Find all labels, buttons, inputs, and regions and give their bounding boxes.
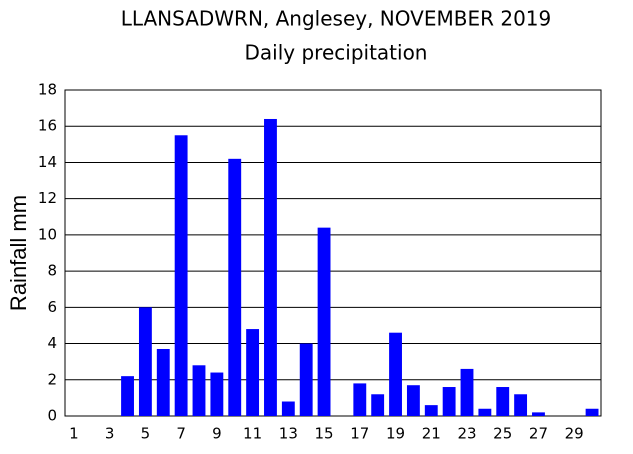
x-tick-label: 7 bbox=[176, 425, 186, 443]
x-tick-label: 21 bbox=[422, 425, 441, 443]
x-tick-label: 9 bbox=[212, 425, 222, 443]
y-tick-label: 12 bbox=[38, 189, 57, 207]
x-tick-label: 1 bbox=[69, 425, 79, 443]
bar bbox=[138, 307, 152, 416]
x-tick-label: 17 bbox=[350, 425, 369, 443]
bar bbox=[514, 394, 528, 416]
x-tick-label: 19 bbox=[386, 425, 405, 443]
x-tick-label: 23 bbox=[457, 425, 476, 443]
bar bbox=[174, 135, 188, 416]
y-tick-label: 16 bbox=[38, 117, 57, 135]
bar bbox=[264, 118, 277, 416]
bar bbox=[210, 372, 224, 416]
y-tick-label: 2 bbox=[47, 370, 57, 388]
x-tick-label: 25 bbox=[493, 425, 512, 443]
y-axis-label: Rainfall mm bbox=[6, 195, 31, 311]
bar bbox=[156, 348, 170, 416]
bar bbox=[389, 332, 402, 416]
y-tick-label: 0 bbox=[47, 407, 57, 425]
y-tick-label: 10 bbox=[38, 225, 57, 243]
y-tick-label: 6 bbox=[47, 298, 57, 316]
x-tick-label: 11 bbox=[243, 425, 262, 443]
bar bbox=[353, 383, 367, 416]
bar bbox=[281, 401, 295, 416]
y-tick-label: 18 bbox=[38, 81, 57, 99]
y-tick-label: 14 bbox=[38, 153, 57, 171]
x-tick-label: 13 bbox=[279, 425, 298, 443]
x-tick-label: 27 bbox=[529, 425, 548, 443]
x-tick-label: 5 bbox=[141, 425, 151, 443]
chart-title: LLANSADWRN, Anglesey, NOVEMBER 2019 bbox=[121, 7, 552, 31]
bar bbox=[406, 385, 420, 416]
chart-subtitle: Daily precipitation bbox=[245, 41, 428, 65]
bar bbox=[121, 376, 134, 416]
bar bbox=[442, 387, 456, 416]
bar bbox=[478, 408, 492, 416]
y-tick-label: 8 bbox=[47, 262, 57, 280]
bar bbox=[424, 405, 438, 416]
bar bbox=[585, 408, 599, 416]
bar bbox=[371, 394, 385, 416]
bar bbox=[317, 227, 331, 416]
bar bbox=[460, 368, 474, 416]
bar bbox=[192, 365, 206, 416]
x-tick-label: 15 bbox=[315, 425, 334, 443]
y-tick-label: 4 bbox=[47, 334, 57, 352]
plot-area bbox=[64, 89, 602, 417]
x-tick-label: 29 bbox=[565, 425, 584, 443]
bar bbox=[246, 329, 260, 416]
bar bbox=[228, 158, 242, 417]
x-tick-label: 3 bbox=[105, 425, 115, 443]
bar bbox=[532, 412, 545, 416]
bar bbox=[299, 343, 313, 416]
bar bbox=[496, 387, 510, 416]
